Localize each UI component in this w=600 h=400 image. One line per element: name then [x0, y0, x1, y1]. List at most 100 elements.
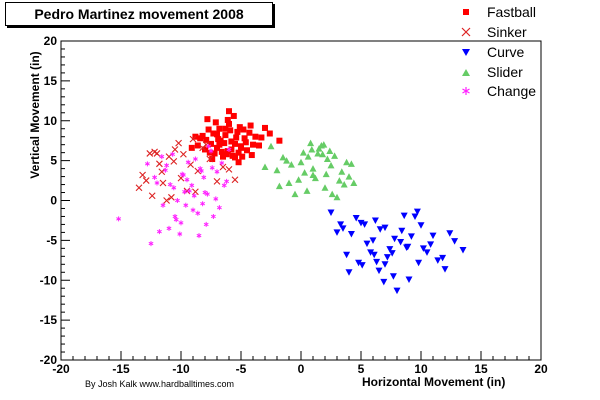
point-slider [314, 149, 322, 157]
point-change [178, 220, 184, 226]
point-curve [403, 244, 411, 252]
point-curve [391, 235, 399, 243]
point-fastball [203, 136, 210, 143]
point-change [116, 216, 122, 222]
point-change [189, 182, 195, 188]
point-sinker [151, 148, 158, 156]
point-slider [345, 173, 353, 180]
point-fastball [221, 140, 228, 147]
point-fastball [233, 134, 240, 141]
point-change [160, 202, 166, 208]
point-change [226, 146, 232, 152]
y-tick-label: -15 [40, 313, 58, 327]
point-curve [375, 267, 383, 275]
point-fastball [208, 140, 214, 147]
point-fastball [241, 135, 248, 142]
point-slider [295, 176, 303, 183]
point-curve [388, 250, 396, 257]
point-fastball [214, 131, 220, 138]
point-sinker [159, 179, 167, 187]
point-curve [339, 225, 347, 232]
point-fastball [256, 142, 262, 149]
point-change [210, 213, 216, 219]
point-fastball [211, 150, 218, 157]
point-slider [299, 149, 307, 156]
point-curve [459, 246, 467, 254]
point-change [144, 161, 150, 167]
point-fastball [252, 133, 259, 140]
point-fastball [246, 129, 253, 136]
y-tick-label: 20 [44, 34, 58, 48]
point-change [195, 210, 201, 216]
point-fastball [230, 112, 237, 119]
point-curve [361, 221, 369, 228]
point-curve [371, 217, 379, 224]
y-tick-label: -10 [40, 273, 58, 287]
point-fastball [258, 134, 265, 141]
legend-item-change: Change [450, 82, 600, 100]
point-curve [446, 230, 454, 237]
point-change [184, 177, 190, 183]
point-curve [327, 209, 335, 216]
point-change [203, 221, 209, 227]
point-change [171, 185, 177, 191]
point-slider [331, 152, 339, 159]
point-curve [369, 237, 377, 244]
point-sinker [189, 135, 197, 143]
point-fastball [220, 153, 226, 160]
point-slider [285, 179, 293, 186]
point-slider [320, 141, 328, 148]
point-slider [309, 165, 317, 172]
legend-item-curve: Curve [450, 43, 600, 61]
point-curve [389, 273, 397, 280]
x-tick-label: -15 [112, 362, 130, 376]
point-curve [367, 249, 375, 256]
triangle-up-marker-icon [462, 69, 470, 76]
point-slider [275, 182, 283, 190]
point-slider [267, 142, 275, 150]
point-curve [451, 238, 459, 245]
axes: -20 -15 -10 -5 0 5 10 15 20 -20 -15 -10 -5 0 5 10 15 20 [40, 34, 548, 376]
point-change [166, 225, 172, 231]
x-tick-label: -5 [236, 362, 247, 376]
point-change [152, 174, 158, 180]
legend-label: Curve [487, 44, 525, 60]
point-slider [287, 161, 295, 168]
point-fastball [247, 122, 254, 129]
point-slider [273, 166, 281, 174]
point-slider [343, 158, 351, 166]
point-change [224, 178, 230, 184]
point-change [191, 193, 197, 199]
point-curve [345, 269, 353, 276]
credit-text: By Josh Kalk www.hardballtimes.com [85, 379, 235, 389]
legend-label: Sinker [487, 24, 527, 40]
x-tick-label: 20 [534, 362, 548, 376]
point-slider [335, 177, 343, 184]
point-slider [311, 174, 319, 182]
star-marker-icon [462, 87, 470, 95]
point-change [183, 202, 189, 208]
point-fastball [250, 141, 256, 148]
point-curve [439, 254, 447, 262]
point-curve [333, 229, 341, 236]
x-tick-label: 5 [358, 362, 365, 376]
y-axis-label: Vertical Movement (in) [28, 51, 42, 179]
point-change [182, 189, 188, 195]
point-fastball [216, 125, 223, 132]
x-tick-label: -20 [52, 362, 70, 376]
y-tick-label: 5 [50, 154, 57, 168]
point-slider [340, 181, 348, 188]
point-fastball [217, 137, 224, 144]
point-slider [321, 184, 329, 191]
point-curve [398, 227, 406, 235]
point-fastball [222, 125, 229, 132]
y-tick-label: 10 [44, 114, 58, 128]
point-change [179, 171, 185, 177]
point-curve [343, 251, 351, 259]
point-change [174, 198, 180, 203]
x-axis-label: Horizontal Movement (in) [362, 375, 506, 389]
point-fastball [262, 124, 268, 131]
point-fastball [266, 130, 273, 137]
point-sinker [170, 158, 178, 165]
